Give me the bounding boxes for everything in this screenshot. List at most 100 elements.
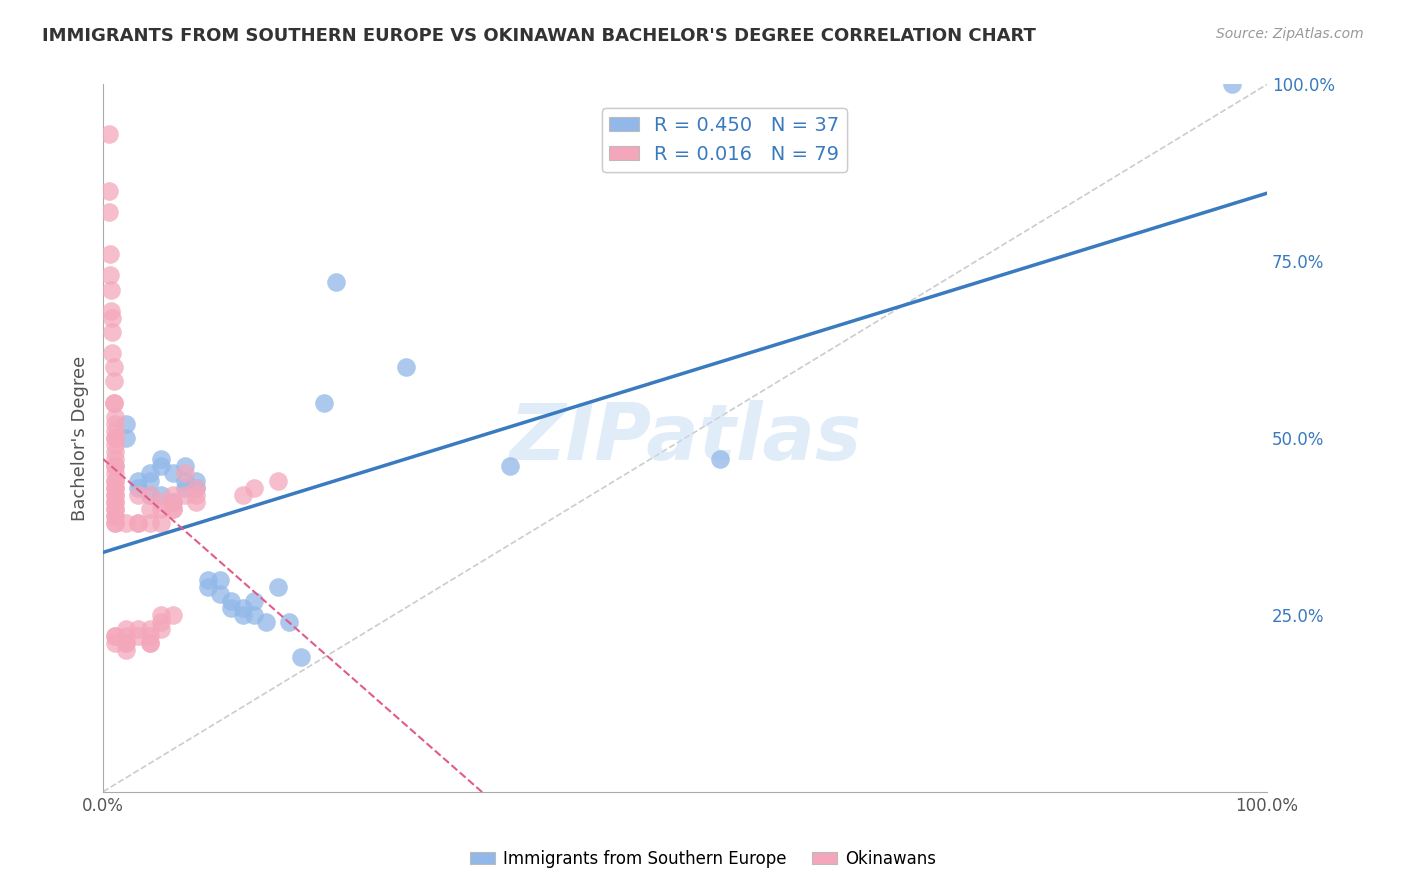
Point — [127, 516, 149, 530]
Point — [104, 516, 127, 530]
Point — [115, 643, 138, 657]
Point — [127, 488, 149, 502]
Point — [104, 431, 127, 445]
Point — [173, 481, 195, 495]
Point — [162, 488, 184, 502]
Point — [173, 459, 195, 474]
Point — [127, 516, 149, 530]
Point — [162, 494, 184, 508]
Point — [103, 375, 125, 389]
Point — [138, 467, 160, 481]
Point — [395, 360, 418, 375]
Point — [219, 600, 242, 615]
Point — [104, 636, 127, 650]
Point — [138, 501, 160, 516]
Point — [104, 629, 127, 643]
Point — [115, 516, 138, 530]
Point — [162, 607, 184, 622]
Point — [97, 184, 120, 198]
Point — [162, 467, 184, 481]
Point — [150, 501, 173, 516]
Point — [100, 303, 122, 318]
Point — [104, 424, 127, 438]
Point — [150, 459, 173, 474]
Point — [150, 516, 173, 530]
Point — [709, 452, 731, 467]
Point — [138, 636, 160, 650]
Point — [499, 459, 522, 474]
Point — [104, 488, 127, 502]
Point — [98, 268, 121, 283]
Point — [173, 474, 195, 488]
Point — [104, 488, 127, 502]
Point — [162, 501, 184, 516]
Point — [1220, 78, 1243, 92]
Point — [243, 607, 266, 622]
Point — [186, 481, 208, 495]
Point — [104, 508, 127, 523]
Text: IMMIGRANTS FROM SOUTHERN EUROPE VS OKINAWAN BACHELOR'S DEGREE CORRELATION CHART: IMMIGRANTS FROM SOUTHERN EUROPE VS OKINA… — [42, 27, 1036, 45]
Point — [290, 650, 312, 665]
Point — [186, 494, 208, 508]
Point — [173, 488, 195, 502]
Point — [254, 615, 277, 629]
Point — [104, 417, 127, 431]
Point — [104, 431, 127, 445]
Point — [115, 431, 138, 445]
Point — [208, 587, 231, 601]
Point — [173, 467, 195, 481]
Point — [197, 573, 219, 587]
Point — [127, 474, 149, 488]
Point — [186, 474, 208, 488]
Point — [104, 459, 127, 474]
Point — [104, 501, 127, 516]
Point — [115, 629, 138, 643]
Point — [150, 494, 173, 508]
Point — [267, 474, 290, 488]
Point — [104, 474, 127, 488]
Point — [104, 445, 127, 459]
Point — [104, 629, 127, 643]
Point — [232, 488, 254, 502]
Point — [150, 607, 173, 622]
Point — [278, 615, 301, 629]
Point — [162, 494, 184, 508]
Point — [138, 636, 160, 650]
Point — [138, 516, 160, 530]
Point — [150, 615, 173, 629]
Point — [115, 622, 138, 636]
Point — [97, 127, 120, 141]
Point — [314, 395, 336, 409]
Point — [243, 481, 266, 495]
Point — [219, 593, 242, 607]
Point — [115, 417, 138, 431]
Point — [115, 636, 138, 650]
Point — [101, 346, 124, 360]
Point — [197, 580, 219, 594]
Point — [100, 283, 122, 297]
Point — [104, 409, 127, 424]
Point — [138, 488, 160, 502]
Point — [267, 580, 290, 594]
Point — [104, 438, 127, 452]
Point — [150, 622, 173, 636]
Point — [138, 474, 160, 488]
Point — [104, 508, 127, 523]
Text: ZIPatlas: ZIPatlas — [509, 401, 860, 476]
Point — [127, 622, 149, 636]
Point — [104, 494, 127, 508]
Legend: R = 0.450   N = 37, R = 0.016   N = 79: R = 0.450 N = 37, R = 0.016 N = 79 — [602, 108, 846, 171]
Point — [104, 481, 127, 495]
Point — [104, 494, 127, 508]
Point — [115, 636, 138, 650]
Point — [104, 501, 127, 516]
Y-axis label: Bachelor's Degree: Bachelor's Degree — [72, 355, 89, 521]
Point — [325, 276, 347, 290]
Point — [104, 467, 127, 481]
Point — [138, 629, 160, 643]
Point — [104, 516, 127, 530]
Point — [138, 622, 160, 636]
Point — [103, 395, 125, 409]
Point — [162, 501, 184, 516]
Point — [104, 481, 127, 495]
